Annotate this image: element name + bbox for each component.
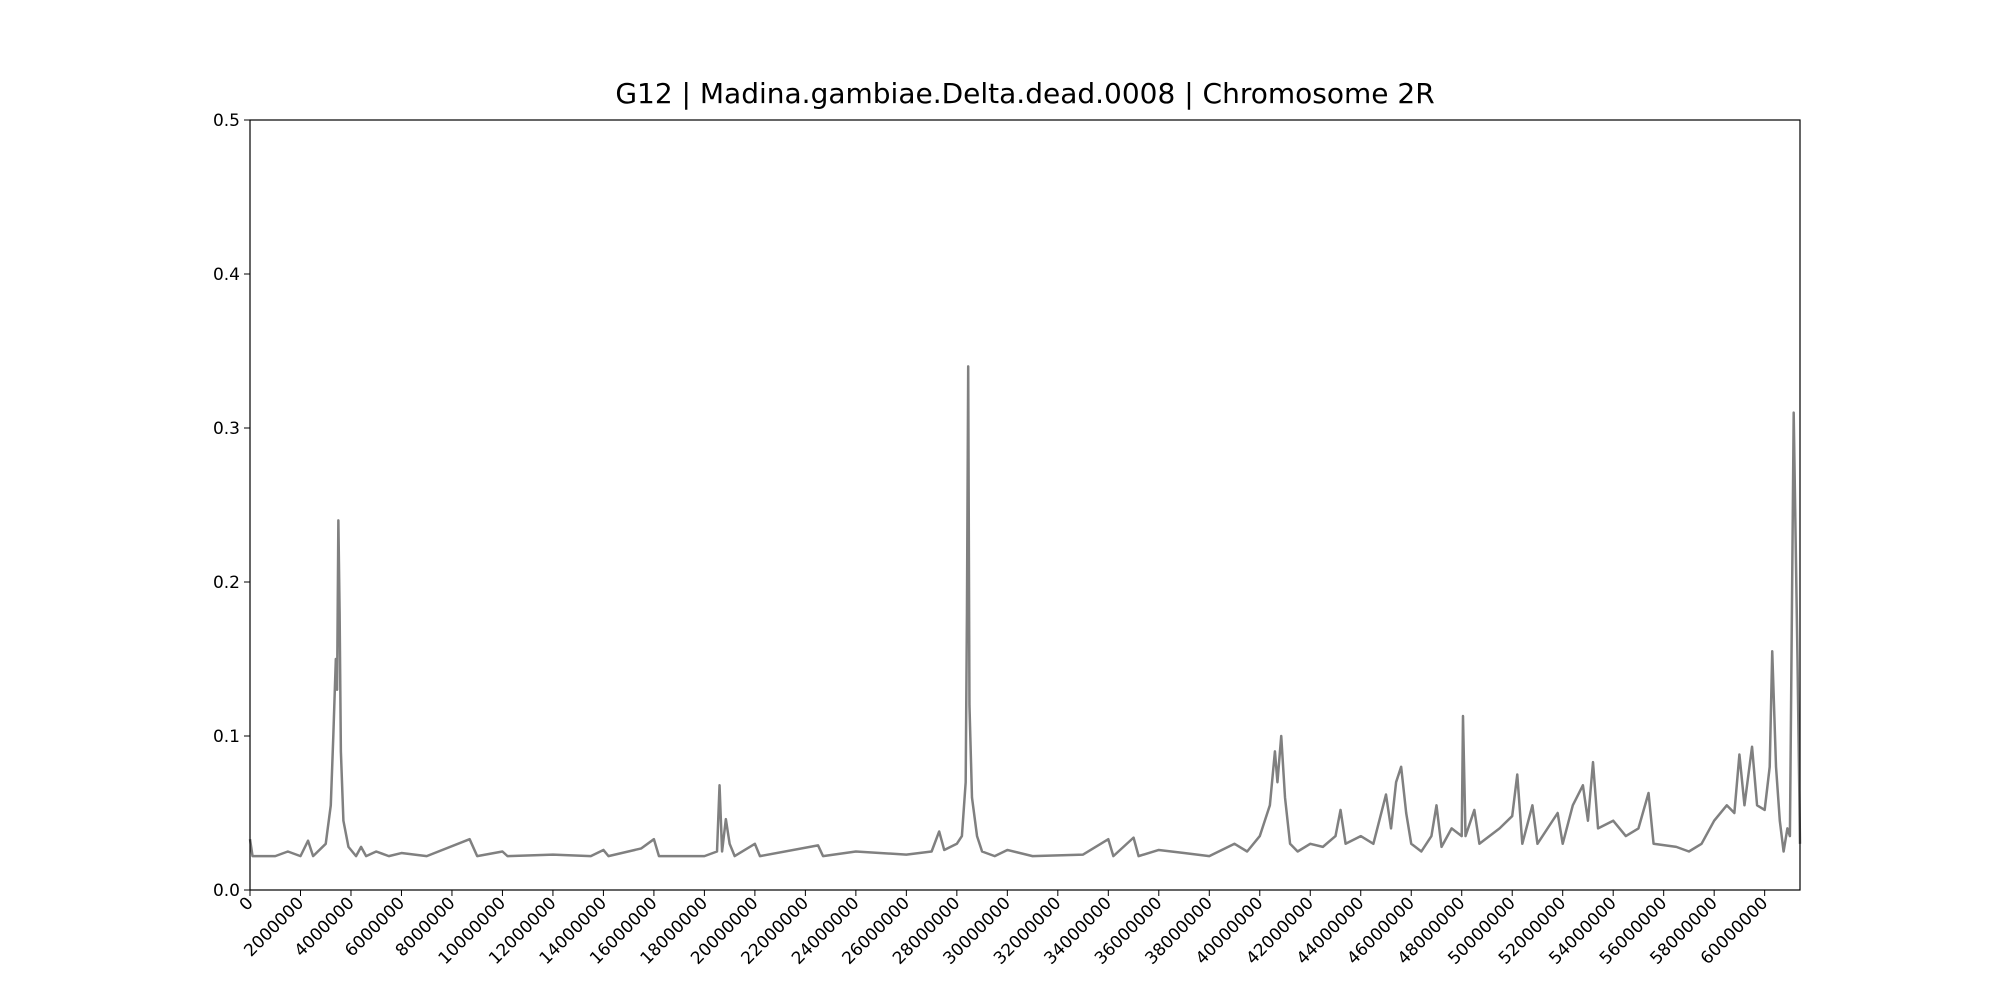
y-tick-label: 0.1: [213, 727, 240, 747]
y-tick-label: 0.5: [213, 111, 240, 131]
data-line: [248, 365, 1802, 858]
y-tick-label: 0.4: [213, 265, 240, 285]
y-tick-label: 0.3: [213, 419, 240, 439]
chart-title: G12 | Madina.gambiae.Delta.dead.0008 | C…: [615, 77, 1434, 110]
plot-frame: [249, 119, 1801, 891]
y-tick-label: 0.2: [213, 573, 240, 593]
y-tick-label: 0.0: [213, 881, 240, 901]
